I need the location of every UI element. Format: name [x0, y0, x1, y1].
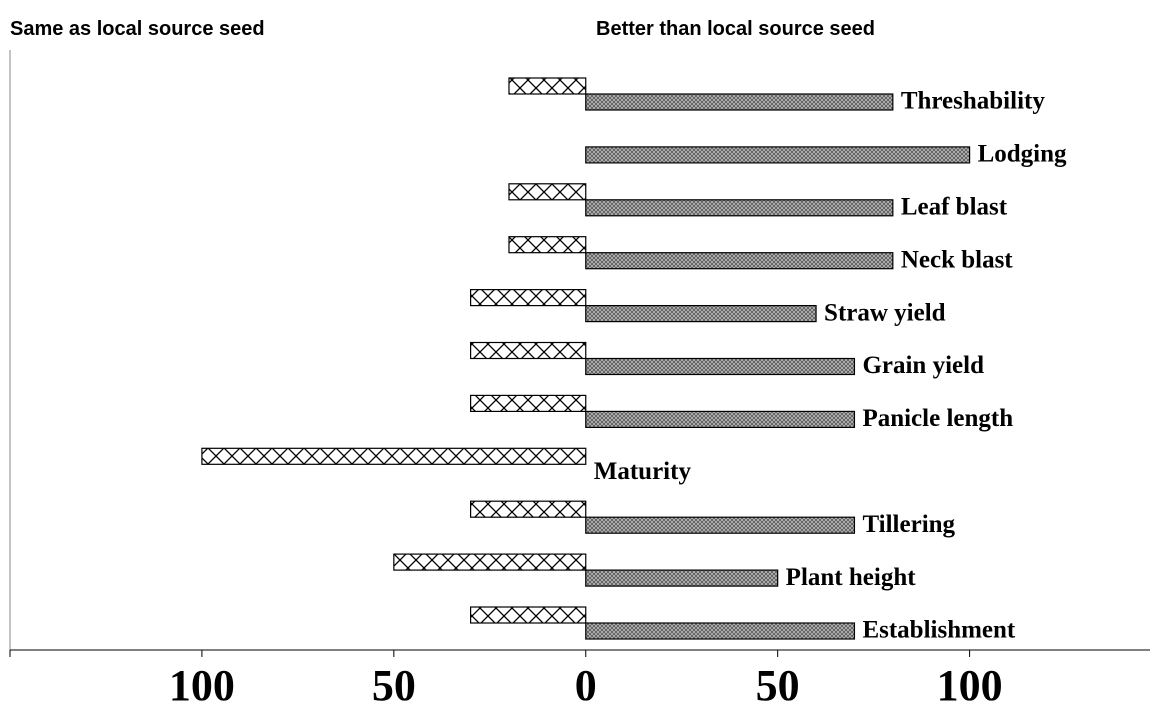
- category-label: Maturity: [594, 458, 692, 485]
- bar: [585, 199, 894, 217]
- x-tick-label: 50: [372, 661, 416, 702]
- bar: [585, 252, 894, 270]
- category-label: Panicle length: [862, 405, 1013, 432]
- bar: [585, 516, 856, 534]
- bar: [585, 93, 894, 111]
- bar: [470, 500, 587, 518]
- bar: [585, 146, 971, 164]
- bar: [393, 553, 587, 571]
- legend-label: Better than local source seed: [596, 18, 875, 40]
- bar: [585, 305, 817, 323]
- x-tick-label: 100: [169, 661, 235, 702]
- category-label: Lodging: [978, 141, 1067, 168]
- bar: [470, 606, 587, 624]
- x-tick-label: 50: [756, 661, 800, 702]
- bar: [201, 447, 587, 465]
- category-label: Plant height: [786, 564, 917, 591]
- x-tick-label: 100: [937, 661, 1003, 702]
- bar: [470, 394, 587, 412]
- category-label: Threshability: [901, 88, 1046, 115]
- bar: [585, 357, 856, 376]
- bar: [508, 236, 587, 254]
- category-label: Grain yield: [862, 352, 984, 379]
- bar: [585, 569, 779, 587]
- bar: [470, 289, 587, 307]
- category-label: Leaf blast: [901, 194, 1008, 221]
- bar: [585, 622, 856, 640]
- category-label: Tillering: [862, 511, 955, 538]
- category-label: Establishment: [862, 617, 1015, 644]
- bar: [508, 183, 587, 201]
- bar: [585, 410, 856, 428]
- x-tick-label: 0: [575, 661, 597, 702]
- category-label: Neck blast: [901, 246, 1013, 273]
- bar: [470, 341, 587, 360]
- category-label: Straw yield: [824, 299, 946, 326]
- bar: [508, 77, 587, 95]
- legend-label: Same as local source seed: [10, 18, 265, 40]
